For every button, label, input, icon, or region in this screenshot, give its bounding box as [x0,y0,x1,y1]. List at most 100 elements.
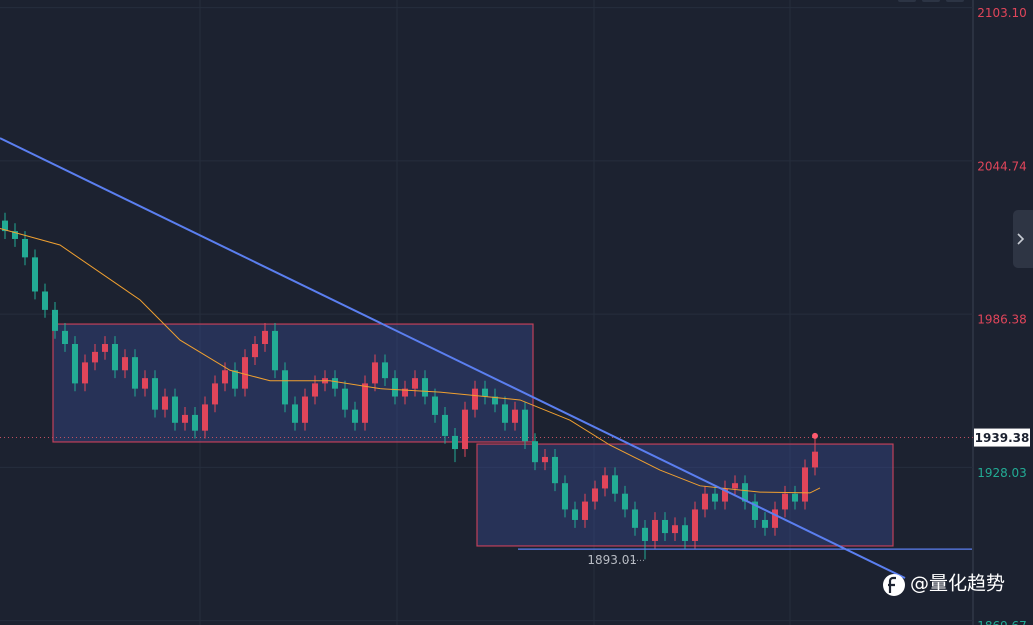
candle-body [742,483,748,502]
candle-body [152,378,158,410]
candle-body [722,488,728,502]
candle-body [382,362,388,379]
candle-body [192,414,198,431]
candle-body [272,330,278,371]
candle-body [292,404,298,423]
candle-body [782,493,788,510]
candle-body [422,378,428,397]
candle-body [732,483,738,489]
y-tick-label: 1928.03 [977,466,1027,480]
candle-body [802,467,808,502]
candle-body [252,344,258,358]
candle-body [812,451,818,468]
candle-body [662,519,668,534]
candle-body [302,396,308,423]
side-toggle[interactable] [1013,210,1033,268]
candle-body [202,404,208,431]
candle-body [482,388,488,397]
current-price-box [974,428,1030,447]
candle-body [22,238,28,258]
candle-body [402,388,408,397]
toolbar-button[interactable] [898,0,916,2]
candle-body [282,370,288,405]
candle-body [672,525,678,534]
candle-body [772,509,778,528]
candle-body [242,357,248,389]
candle-body [372,362,378,384]
candle-body [182,414,188,423]
candle-body [162,396,168,410]
candle-body [562,483,568,510]
toolbar-button[interactable] [946,0,964,2]
range-box [52,323,534,443]
vertical-grid [199,0,791,625]
candle-body [362,383,368,423]
candle-body [442,414,448,436]
candle-body [642,527,648,541]
candle-body [542,456,548,463]
candle-body [132,357,138,389]
watermark: @量化趋势 [883,573,1005,596]
candle-body [792,493,798,502]
watermark-glyph [888,576,896,593]
candle-body [92,351,98,363]
current-price-label: 1939.38 [975,431,1030,445]
candle-body [652,519,658,541]
candle-body [752,501,758,520]
candle-body [42,291,48,310]
plot: 2103.10 2044.74 1986.38 1928.03 1869.67 1893.… [0,6,1030,625]
candle-body [112,344,118,371]
candle-body [222,370,228,384]
candle-body [552,456,558,484]
candle-body [762,519,768,528]
candle-body [352,409,358,423]
candle-body [702,493,708,510]
candle-body [462,409,468,450]
candle-body [712,493,718,502]
candle-body [2,220,8,232]
candle-body [512,409,518,423]
trend-line [0,137,906,579]
candle-body [582,501,588,520]
candle-body [342,388,348,410]
candle-body [72,344,78,384]
candle-body [612,475,618,494]
toolbar-button[interactable] [922,0,940,2]
candle-body [212,383,218,405]
candle-body [532,441,538,463]
last-marker [812,432,818,439]
candle-body [102,344,108,352]
candle-body [522,409,528,442]
low-label: 1893.01 [587,553,637,567]
candle-body [452,435,458,450]
top-buttons[interactable] [898,0,964,2]
y-tick-label: 1986.38 [977,313,1027,327]
candle-body [412,378,418,389]
candle-body [262,330,268,345]
watermark-text: @量化趋势 [910,573,1005,595]
candle-body [492,396,498,405]
candle-body [332,378,338,389]
candle-body [392,378,398,397]
candle-body [592,488,598,502]
y-tick-label: 1869.67 [977,619,1027,625]
candle-body [52,309,58,331]
candle-body [472,388,478,410]
candle-body [232,370,238,389]
candle-body [692,509,698,541]
candle-body [432,396,438,415]
candle-body [122,357,128,371]
candle-body [632,509,638,528]
candle-body [312,383,318,397]
toggle-arrow[interactable] [1017,233,1025,245]
candle-body [682,525,688,541]
candle-body [502,404,508,423]
candle-body [82,362,88,384]
candle-body [602,475,608,489]
candle-body [62,330,68,345]
candle-body [172,396,178,423]
y-tick-label: 2103.10 [977,6,1027,20]
candle-body [12,231,18,239]
